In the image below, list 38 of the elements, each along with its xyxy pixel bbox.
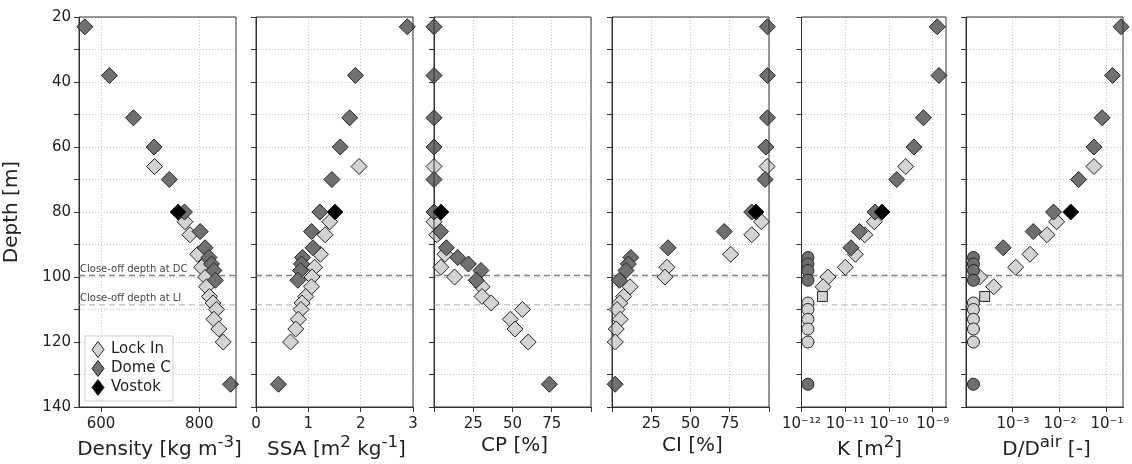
x-tick-label: 75: [542, 413, 562, 432]
x-tick-label: 10⁻⁹: [916, 413, 950, 432]
y-axis-title: Depth [m]: [0, 160, 23, 264]
legend-label: Dome C: [111, 358, 171, 377]
y-tick-label: 60: [51, 136, 71, 155]
x-tick-label: 1: [303, 413, 314, 432]
y-tick-label: 120: [42, 331, 71, 350]
x-tick-label: 10⁻¹¹: [825, 413, 865, 432]
x-tick-label: 50: [502, 413, 523, 432]
legend-label: Lock In: [111, 339, 164, 358]
x-tick-label: 50: [680, 413, 701, 432]
x-tick-label: 2: [355, 413, 366, 432]
x-tick-label: 0: [251, 413, 261, 432]
x-axis-title: SSA [m$^{2}$ kg$^{-1}$]: [267, 432, 406, 460]
x-tick-label: 25: [641, 413, 661, 432]
legend-label: Vostok: [111, 377, 162, 396]
x-tick-label: 3: [408, 413, 418, 432]
x-axis-title: CI [%]: [661, 432, 724, 456]
ref-line-label: Close-off depth at LI: [80, 292, 182, 304]
x-tick-label: 10⁻¹⁰: [869, 413, 909, 432]
x-tick-label: 10⁻²: [1043, 413, 1077, 432]
ref-line-label: Close-off depth at DC: [80, 262, 188, 274]
x-tick-label: 75: [720, 413, 740, 432]
x-tick-label: 25: [463, 413, 483, 432]
y-tick-label: 80: [51, 201, 71, 220]
x-tick-label: 10⁻¹: [1090, 413, 1124, 432]
x-axis-title: D/D$^{air}$ [-]: [1001, 432, 1092, 460]
y-tick-label: 140: [42, 396, 71, 415]
x-axis-title: K [m$^{2}$]: [835, 432, 904, 460]
y-tick-label: 20: [51, 6, 71, 25]
x-axis-title: Density [kg m$^{-3}$]: [76, 432, 243, 460]
x-tick-label: 10⁻³: [996, 413, 1030, 432]
x-axis-title: CP [%]: [480, 432, 549, 456]
y-tick-label: 100: [42, 266, 71, 285]
x-tick-label: 600: [86, 413, 116, 432]
x-tick-label: 10⁻¹²: [782, 413, 822, 432]
x-tick-label: 800: [184, 413, 214, 432]
y-tick-label: 40: [51, 71, 71, 90]
